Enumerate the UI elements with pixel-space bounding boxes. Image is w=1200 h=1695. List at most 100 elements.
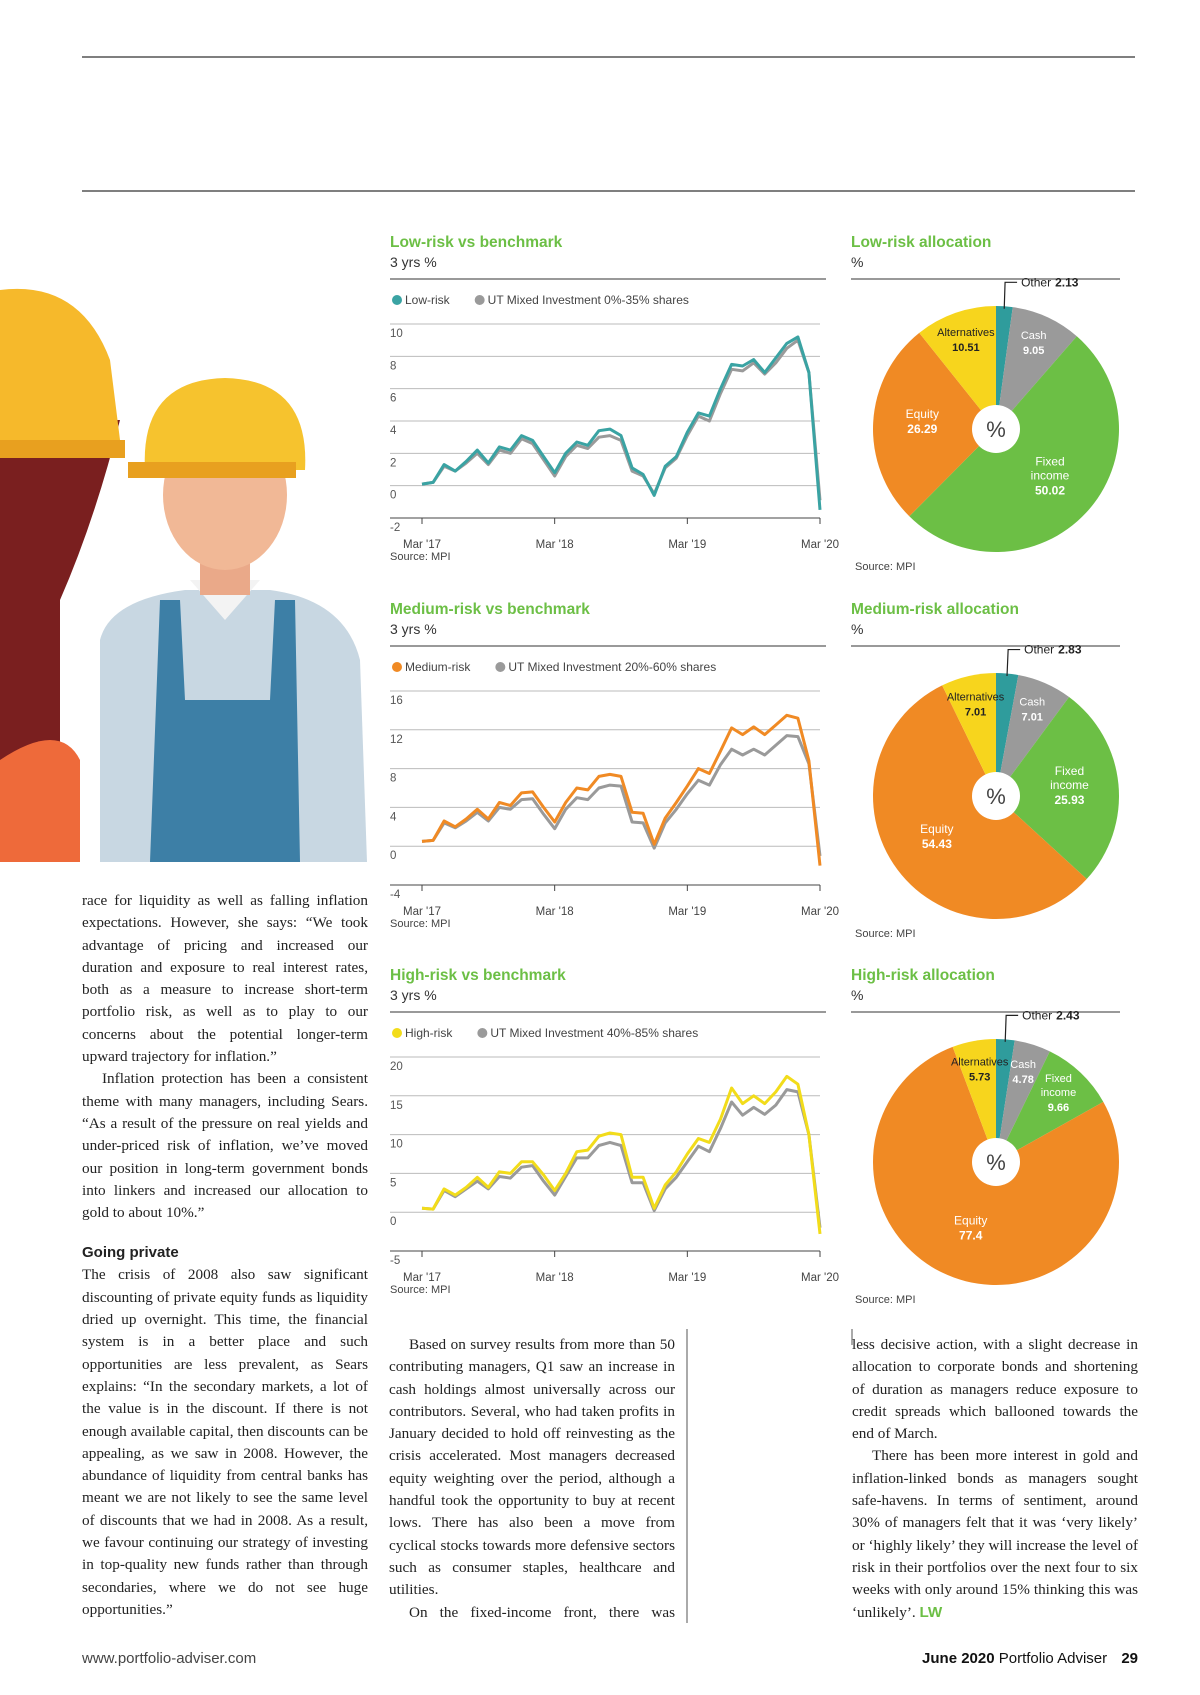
y-tick-label: 0 xyxy=(390,490,396,502)
pie-label-value: 5.73 xyxy=(969,1071,990,1083)
paragraph: Based on survey results from more than 5… xyxy=(389,1336,675,1599)
pie-label-value: 9.66 xyxy=(1048,1102,1069,1114)
y-tick-label: 5 xyxy=(390,1177,396,1189)
y-tick-label: 0 xyxy=(390,850,396,862)
y-tick-label: -4 xyxy=(390,889,401,901)
pie-label-value: 25.93 xyxy=(1054,793,1084,807)
pie-inside-label: Equity 77.4 xyxy=(954,1213,987,1242)
paragraph: The crisis of 2008 also saw significant … xyxy=(82,1266,368,1618)
legend-swatch xyxy=(474,295,485,305)
pie-inside-label: Cash 7.01 xyxy=(1019,697,1045,724)
pie-label-name: income xyxy=(1050,778,1089,792)
chart-source: Source: MPI xyxy=(855,928,916,940)
pie-label-value: 2.43 xyxy=(1056,1008,1080,1022)
chart-subtitle: % xyxy=(851,987,863,1003)
pie-label-value: 9.05 xyxy=(1023,345,1044,357)
pie-label-name: Other xyxy=(1024,643,1054,657)
article-column: Based on survey results from more than 5… xyxy=(389,1334,675,1624)
y-tick-label: 15 xyxy=(390,1100,403,1112)
pie-center-label: % xyxy=(986,784,1006,809)
pie-slice xyxy=(996,697,1119,880)
pie-slice xyxy=(996,1040,1050,1162)
series-line xyxy=(421,1088,822,1228)
pie-label-value: 2.83 xyxy=(1058,643,1082,657)
subheading: Going private xyxy=(82,1244,179,1262)
pie-outside-label: Other 2.83 xyxy=(1024,643,1082,657)
pie-inside-label: Alternatives 5.73 xyxy=(951,1056,1009,1083)
legend-label: UT Mixed Investment 20%-60% shares xyxy=(508,660,716,674)
pie-slice xyxy=(996,307,1077,429)
chart-subtitle: 3 yrs % xyxy=(390,987,437,1003)
legend-label: UT Mixed Investment 0%-35% shares xyxy=(488,293,689,307)
footer-date: June 2020 xyxy=(922,1650,995,1667)
pie-inside-label: Cash 4.78 xyxy=(1010,1059,1036,1086)
y-tick-label: -2 xyxy=(390,522,400,534)
legend-swatch xyxy=(392,295,402,305)
paragraph: Inflation protection has been a consiste… xyxy=(82,1070,368,1222)
pie-slice xyxy=(872,332,996,517)
y-tick-label: 10 xyxy=(390,1139,403,1151)
pie-label-name: Cash xyxy=(1021,330,1047,342)
x-tick-label: Mar '19 xyxy=(668,539,706,551)
pie-label-value: 7.01 xyxy=(965,706,986,718)
pie-outside-label: Other 2.43 xyxy=(1022,1008,1080,1022)
x-tick-label: Mar '20 xyxy=(801,1272,839,1284)
article-column: less decisive action, with a slight decr… xyxy=(852,1334,1138,1624)
pie-label-value: 10.51 xyxy=(952,342,980,354)
pie-label-value: 54.43 xyxy=(922,837,952,851)
pie-center xyxy=(972,405,1020,453)
footer-page: 29 xyxy=(1121,1650,1138,1667)
chart-source: Source: MPI xyxy=(855,1294,916,1306)
footer-magazine: Portfolio Adviser xyxy=(998,1650,1108,1667)
leader-line xyxy=(1004,1014,1019,1042)
chart-subtitle: % xyxy=(851,254,863,270)
pie-label-value: 50.02 xyxy=(1035,483,1065,497)
y-tick-label: 4 xyxy=(390,425,397,437)
pie-label-name: Fixed xyxy=(1035,454,1064,468)
chart-source: Source: MPI xyxy=(390,551,451,563)
pie-label-name: Other xyxy=(1021,275,1051,289)
pie-slice xyxy=(996,306,1013,429)
series-line xyxy=(421,338,822,501)
y-tick-label: 8 xyxy=(390,360,396,372)
paragraph: There has been more interest in gold and… xyxy=(852,1445,1138,1623)
y-tick-label: 16 xyxy=(390,695,403,707)
leader-line xyxy=(1003,281,1018,309)
chart-title: Medium-risk allocation xyxy=(851,601,1019,618)
pie-inside-label: Fixed income 25.93 xyxy=(1050,764,1089,807)
pie-label-name: Alternatives xyxy=(937,327,995,339)
pie-inside-label: Fixed income 9.66 xyxy=(1041,1073,1076,1114)
pie-label-name: income xyxy=(1041,1087,1076,1099)
pie-label-name: Fixed xyxy=(1055,764,1084,778)
pie-label-value: 77.4 xyxy=(959,1228,983,1242)
paragraph: On the fixed-income front, there was xyxy=(409,1603,675,1621)
y-tick-label: 4 xyxy=(390,811,397,823)
chart-source: Source: MPI xyxy=(390,1284,451,1296)
pie-slice xyxy=(996,1051,1104,1162)
pie-label-name: Equity xyxy=(954,1213,987,1227)
series-line xyxy=(421,734,822,857)
chart-subtitle: 3 yrs % xyxy=(390,254,437,270)
footer-url: www.portfolio-adviser.com xyxy=(82,1650,257,1667)
legend-label: High-risk xyxy=(405,1026,453,1040)
pie-label-name: Equity xyxy=(906,407,939,421)
legend-label: Medium-risk xyxy=(405,660,471,674)
pie-inside-label: Cash 9.05 xyxy=(1021,330,1047,357)
chart-title: Low-risk vs benchmark xyxy=(390,234,563,251)
pie-label-name: Alternatives xyxy=(947,691,1005,703)
pie-slice xyxy=(952,1039,996,1162)
y-tick-label: 6 xyxy=(390,393,396,405)
illustration xyxy=(0,235,367,862)
pie-label-name: Other xyxy=(1022,1008,1052,1022)
chart-title: High-risk vs benchmark xyxy=(390,967,566,984)
series-line xyxy=(421,1074,822,1235)
pie-center xyxy=(972,1138,1020,1186)
chart-title: Low-risk allocation xyxy=(851,234,991,251)
article-column: race for liquidity as well as falling in… xyxy=(82,890,368,1621)
pie-label-value: 4.78 xyxy=(1012,1074,1033,1086)
chart-source: Source: MPI xyxy=(855,561,916,573)
pie-center-label: % xyxy=(986,417,1006,442)
chart-title: High-risk allocation xyxy=(851,967,995,984)
